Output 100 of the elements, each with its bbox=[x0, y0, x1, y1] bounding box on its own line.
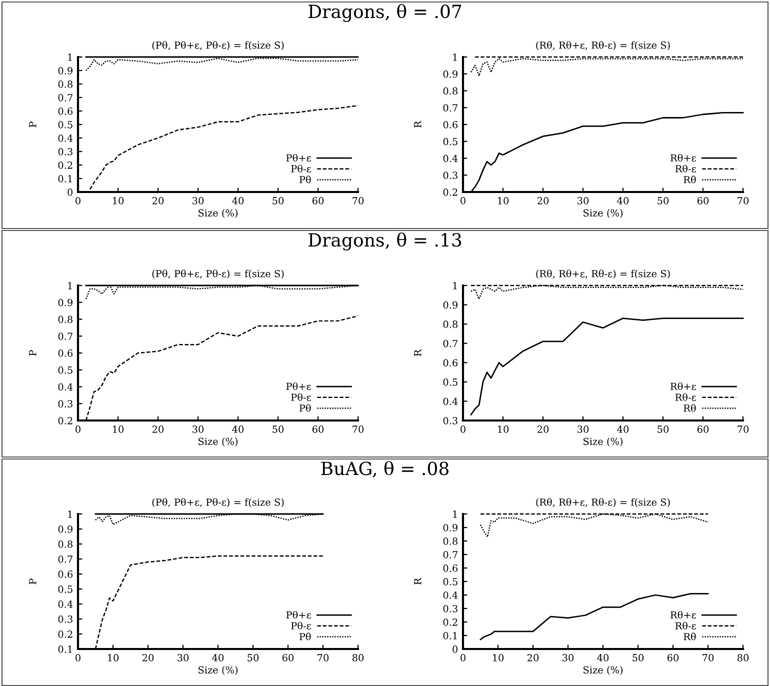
y-tick-label: 0.4 bbox=[58, 600, 73, 608]
y-tick-label: 0.7 bbox=[58, 332, 72, 340]
y-axis-title: R bbox=[414, 120, 422, 128]
y-tick-label: 0.7 bbox=[443, 340, 458, 348]
y-axis-title: R bbox=[414, 349, 422, 356]
x-tick-label: 10 bbox=[498, 197, 509, 204]
x-tick-label: 50 bbox=[248, 654, 259, 662]
x-tick-label: 30 bbox=[192, 426, 204, 433]
y-tick-label: 0.7 bbox=[443, 104, 458, 112]
chart-subtitle: (Pθ, Pθ+ε, Pθ-ε) = f(size S) bbox=[152, 41, 284, 50]
legend-label: Rθ bbox=[684, 176, 696, 184]
legend-label: Rθ+ε bbox=[670, 382, 696, 390]
y-tick-label: 0.5 bbox=[58, 366, 72, 374]
y-tick-label: 0.5 bbox=[443, 578, 458, 586]
y-tick-label: 0.9 bbox=[443, 524, 458, 532]
y-tick-label: 0.1 bbox=[58, 174, 72, 182]
y-tick-label: 0.9 bbox=[58, 298, 72, 306]
x-tick-label: 0 bbox=[76, 654, 80, 662]
x-tick-label: 10 bbox=[113, 197, 124, 204]
x-tick-label: 60 bbox=[312, 197, 324, 204]
y-tick-label: 0.8 bbox=[58, 316, 72, 324]
x-axis-title: Size (%) bbox=[584, 666, 623, 675]
x-tick-label: 80 bbox=[737, 654, 749, 662]
y-tick-label: 0.4 bbox=[58, 383, 73, 391]
y-tick-label: 0.6 bbox=[443, 564, 458, 572]
y-tick-label: 0.2 bbox=[58, 630, 72, 638]
legend-label: Rθ+ε bbox=[670, 610, 696, 619]
x-tick-label: 70 bbox=[738, 426, 749, 433]
y-tick-label: 0.7 bbox=[58, 94, 72, 102]
legend-label: Pθ+ε bbox=[286, 154, 311, 162]
y-tick-label: 0.3 bbox=[58, 148, 72, 156]
y-axis-title: P bbox=[29, 122, 36, 128]
legend-label: Rθ-ε bbox=[675, 164, 696, 172]
x-tick-label: 30 bbox=[178, 654, 189, 662]
y-tick-label: 0.6 bbox=[443, 120, 458, 128]
x-tick-label: 0 bbox=[460, 654, 466, 662]
y-tick-label: 0.1 bbox=[443, 632, 457, 640]
y-tick-label: 0.9 bbox=[58, 525, 72, 533]
y-tick-label: 0.2 bbox=[58, 161, 72, 169]
chart-title: Dragons, θ = .13 bbox=[308, 232, 462, 250]
x-tick-label: 0 bbox=[76, 197, 80, 204]
legend-label: Pθ+ε bbox=[286, 382, 311, 390]
y-tick-label: 0.9 bbox=[443, 301, 458, 309]
x-tick-label: 50 bbox=[632, 654, 644, 662]
y-tick-label: 0 bbox=[452, 645, 458, 653]
y-tick-label: 0.6 bbox=[58, 349, 73, 357]
legend-label: Rθ bbox=[684, 404, 696, 412]
x-tick-label: 40 bbox=[617, 197, 629, 204]
x-tick-label: 80 bbox=[352, 654, 364, 662]
y-tick-label: 0.8 bbox=[443, 87, 458, 95]
x-tick-label: 20 bbox=[142, 654, 154, 662]
y-tick-label: 0.3 bbox=[443, 416, 458, 424]
y-tick-label: 0.3 bbox=[58, 615, 72, 623]
y-tick-label: 0.4 bbox=[443, 591, 458, 599]
legend-label: Rθ-ε bbox=[675, 622, 696, 630]
x-tick-label: 0 bbox=[76, 426, 80, 433]
legend-label: Rθ bbox=[684, 632, 696, 640]
x-tick-label: 50 bbox=[658, 197, 669, 204]
x-tick-label: 70 bbox=[318, 654, 329, 662]
y-tick-label: 0.8 bbox=[58, 80, 72, 88]
y-tick-label: 0.3 bbox=[58, 400, 72, 408]
x-tick-label: 20 bbox=[152, 197, 164, 204]
y-tick-label: 0.5 bbox=[443, 138, 458, 146]
legend-label: Pθ bbox=[299, 632, 311, 640]
x-tick-label: 40 bbox=[597, 654, 609, 662]
x-tick-label: 60 bbox=[282, 654, 294, 662]
y-tick-label: 1 bbox=[68, 282, 72, 290]
legend-label: Pθ bbox=[299, 404, 311, 412]
x-tick-label: 50 bbox=[272, 426, 284, 433]
x-tick-label: 30 bbox=[578, 197, 589, 204]
x-axis-title: Size (%) bbox=[584, 209, 623, 218]
y-tick-label: 0.4 bbox=[58, 134, 73, 142]
x-tick-label: 30 bbox=[578, 426, 589, 433]
legend-label: Pθ-ε bbox=[291, 164, 311, 172]
y-tick-label: 0.9 bbox=[58, 66, 72, 74]
y-tick-label: 0.5 bbox=[443, 378, 458, 386]
chart-title: BuAG, θ = .08 bbox=[321, 461, 448, 478]
y-tick-label: 0.2 bbox=[58, 416, 72, 424]
x-tick-label: 20 bbox=[527, 654, 539, 662]
y-tick-label: 1 bbox=[68, 510, 72, 518]
x-tick-label: 60 bbox=[697, 426, 709, 433]
legend-label: Pθ-ε bbox=[291, 393, 311, 401]
y-tick-label: 0.9 bbox=[443, 70, 458, 78]
x-tick-label: 0 bbox=[460, 197, 466, 204]
x-tick-label: 40 bbox=[212, 654, 224, 662]
chart-subtitle: (Rθ, Rθ+ε, Rθ-ε) = f(size S) bbox=[536, 270, 670, 279]
y-tick-label: 1 bbox=[68, 53, 72, 61]
y-tick-label: 0.3 bbox=[443, 604, 458, 612]
chart-subtitle: (Pθ, Pθ+ε, Pθ-ε) = f(size S) bbox=[152, 498, 284, 508]
x-tick-label: 10 bbox=[113, 426, 124, 433]
y-tick-label: 0.5 bbox=[58, 585, 72, 593]
chart-subtitle: (Rθ, Rθ+ε, Rθ-ε) = f(size S) bbox=[536, 41, 670, 50]
x-tick-label: 70 bbox=[352, 197, 364, 204]
x-tick-label: 40 bbox=[232, 197, 244, 204]
x-tick-label: 0 bbox=[460, 426, 466, 433]
x-tick-label: 20 bbox=[152, 426, 164, 433]
x-tick-label: 30 bbox=[562, 654, 574, 662]
chart-title: Dragons, θ = .07 bbox=[308, 4, 462, 22]
y-tick-label: 1 bbox=[453, 53, 457, 61]
y-tick-label: 0.7 bbox=[443, 550, 458, 558]
